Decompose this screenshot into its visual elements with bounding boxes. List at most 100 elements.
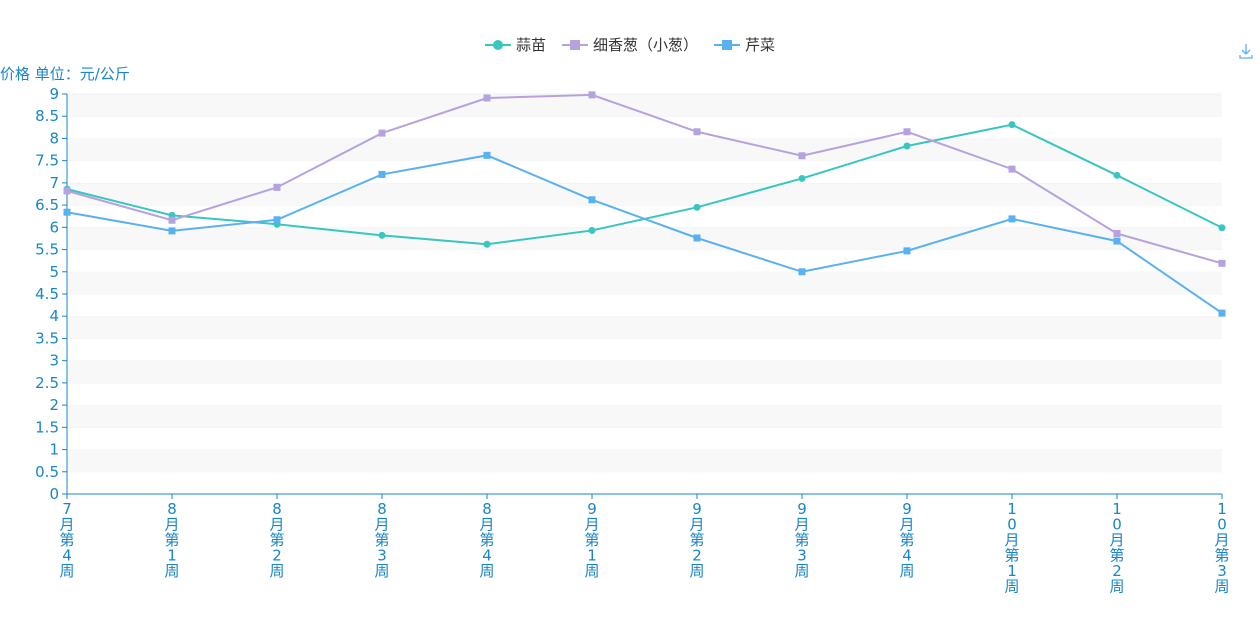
data-point[interactable] bbox=[1008, 121, 1016, 129]
series-line bbox=[66, 93, 1223, 265]
legend-item[interactable]: 芹菜 bbox=[714, 36, 775, 54]
grid-band bbox=[67, 182, 1222, 206]
grid-band bbox=[67, 271, 1222, 294]
grid-band bbox=[67, 360, 1222, 383]
data-point[interactable] bbox=[693, 203, 701, 211]
y-tick-label: 0 bbox=[49, 485, 59, 503]
x-tick-label: 7 月第 4 周 bbox=[59, 500, 74, 580]
y-tick-label: 8.5 bbox=[35, 107, 59, 125]
data-point[interactable] bbox=[693, 128, 701, 136]
data-point[interactable] bbox=[798, 268, 806, 276]
y-tick-label: 4.5 bbox=[35, 285, 59, 303]
data-point[interactable] bbox=[378, 170, 386, 178]
x-tick-label: 8 月第 3 周 bbox=[374, 500, 389, 580]
y-tick-label: 2 bbox=[49, 396, 59, 414]
grid-band bbox=[67, 427, 1222, 450]
x-tick-label: 9 月第 4 周 bbox=[899, 500, 914, 580]
grid-band bbox=[67, 94, 1222, 117]
y-tick-label: 2.5 bbox=[35, 374, 59, 392]
legend-label: 蒜苗 bbox=[516, 36, 546, 54]
x-tick-label: 9 月第 2 周 bbox=[689, 500, 704, 580]
x-tick-label: 1 0 月第 2 周 bbox=[1109, 500, 1124, 596]
y-tick-label: 5 bbox=[49, 263, 59, 281]
y-tick-label: 8 bbox=[49, 129, 59, 147]
grid-band bbox=[67, 249, 1222, 272]
x-tick-label: 9 月第 3 周 bbox=[794, 500, 809, 580]
grid-band bbox=[67, 316, 1222, 339]
data-point[interactable] bbox=[588, 196, 596, 204]
legend-item[interactable]: 蒜苗 bbox=[484, 36, 546, 54]
y-tick-label: 7 bbox=[49, 174, 59, 192]
legend-marker bbox=[492, 40, 503, 50]
y-tick-label: 3 bbox=[49, 352, 59, 370]
data-point[interactable] bbox=[903, 128, 911, 136]
data-point[interactable] bbox=[483, 240, 491, 248]
data-point[interactable] bbox=[903, 247, 911, 255]
legend[interactable]: 蒜苗 细香葱（小葱） 芹菜 bbox=[484, 36, 775, 54]
data-point[interactable] bbox=[1008, 215, 1016, 223]
data-point[interactable] bbox=[63, 187, 71, 195]
series-group bbox=[63, 91, 1226, 317]
y-tick-label: 0.5 bbox=[35, 463, 59, 481]
y-tick-label: 1 bbox=[49, 441, 59, 459]
data-point[interactable] bbox=[1008, 165, 1016, 173]
y-tick-label: 4 bbox=[49, 307, 59, 325]
data-point[interactable] bbox=[693, 234, 701, 242]
grid-band bbox=[67, 138, 1222, 161]
y-tick-label: 9 bbox=[49, 85, 59, 103]
y-tick-label: 7.5 bbox=[35, 152, 59, 170]
data-point[interactable] bbox=[903, 142, 911, 150]
x-tick-label: 8 月第 2 周 bbox=[269, 500, 284, 580]
y-axis-label: 价格 单位：元/公斤 bbox=[0, 65, 130, 83]
data-point[interactable] bbox=[588, 226, 596, 234]
data-point[interactable] bbox=[273, 216, 281, 224]
grid-band bbox=[67, 338, 1222, 361]
grid-bands bbox=[67, 93, 1222, 494]
x-tick-label: 1 0 月第 3 周 bbox=[1214, 500, 1229, 596]
legend-label: 细香葱（小葱） bbox=[593, 36, 698, 54]
data-point[interactable] bbox=[63, 208, 71, 216]
data-point[interactable] bbox=[798, 152, 806, 160]
grid-band bbox=[67, 405, 1222, 428]
y-tick-label: 1.5 bbox=[35, 418, 59, 436]
data-point[interactable] bbox=[1218, 309, 1226, 317]
grid-band bbox=[67, 382, 1222, 406]
data-point[interactable] bbox=[1113, 237, 1121, 245]
data-point[interactable] bbox=[798, 174, 806, 182]
grid-band bbox=[67, 116, 1222, 139]
data-point[interactable] bbox=[273, 183, 281, 191]
grid-band bbox=[67, 160, 1222, 183]
grid-band bbox=[67, 205, 1222, 228]
series-2 bbox=[63, 151, 1226, 317]
data-point[interactable] bbox=[483, 151, 491, 159]
grid-band bbox=[67, 471, 1222, 494]
y-axis: 0 0.5 1 1.5 2 2.5 3 3.5 4 4.5 5 5.5 6 6.5 7 7.5 8 8.5 9 bbox=[35, 85, 68, 503]
data-point[interactable] bbox=[1218, 259, 1226, 267]
series-line bbox=[66, 154, 1223, 314]
data-point[interactable] bbox=[168, 227, 176, 235]
data-point[interactable] bbox=[378, 129, 386, 137]
download-icon[interactable] bbox=[1236, 41, 1256, 61]
data-point[interactable] bbox=[483, 94, 491, 102]
x-tick-label: 1 0 月第 1 周 bbox=[1004, 500, 1019, 596]
y-tick-label: 6.5 bbox=[35, 196, 59, 214]
legend-item[interactable]: 细香葱（小葱） bbox=[561, 36, 698, 54]
y-tick-label: 3.5 bbox=[35, 329, 59, 347]
x-tick-label: 9 月第 1 周 bbox=[584, 500, 599, 580]
data-point[interactable] bbox=[1218, 224, 1226, 232]
legend-label: 芹菜 bbox=[745, 36, 775, 54]
y-tick-label: 5.5 bbox=[35, 241, 59, 259]
data-point[interactable] bbox=[588, 91, 596, 99]
grid-band bbox=[67, 449, 1222, 472]
y-tick-label: 6 bbox=[49, 218, 59, 236]
legend-marker bbox=[722, 40, 733, 50]
data-point[interactable] bbox=[1113, 171, 1121, 179]
data-point[interactable] bbox=[1113, 230, 1121, 238]
x-tick-label: 8 月第 4 周 bbox=[479, 500, 494, 580]
legend-marker bbox=[569, 40, 580, 50]
series-1 bbox=[63, 91, 1226, 267]
data-point[interactable] bbox=[378, 231, 386, 239]
grid-band bbox=[67, 227, 1222, 250]
data-point[interactable] bbox=[168, 216, 176, 224]
x-axis: 7 月第 4 周 8 月第 1 周 8 月第 2 周 8 月第 3 周 8 月第 4 周 9 月第 1 周 9 月第 2 周 9 月第 3 周… bbox=[59, 493, 1230, 596]
